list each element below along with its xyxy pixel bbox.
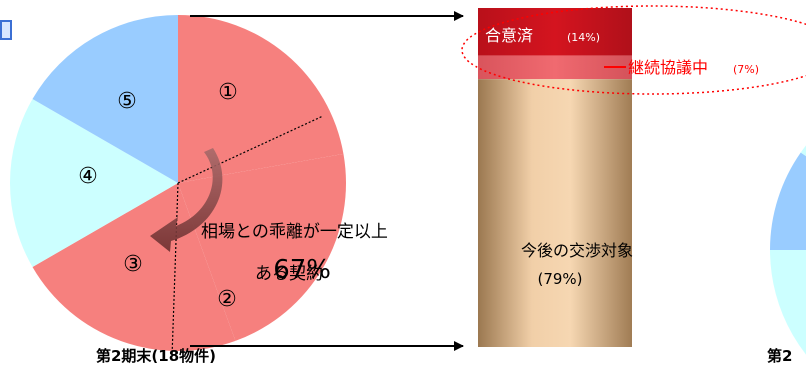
bar-segment-value-continuing: (7%) [733, 63, 759, 76]
pie-label-1: ① [218, 80, 238, 105]
pie-label-3: ③ [123, 252, 143, 277]
pie-slice-1 [178, 15, 343, 183]
pie-caption: 第2期末(18物件) [96, 347, 216, 365]
pie-label-5: ⑤ [117, 89, 137, 114]
pie-annotation-line2: ある契約 [255, 264, 323, 284]
right-pie-caption: 第2 [767, 347, 792, 365]
bar-segment-value-agreed: (14%) [567, 31, 600, 44]
pie-chart-right-partial [770, 80, 806, 379]
stacked-bar [478, 8, 632, 347]
pie-label-4: ④ [78, 164, 98, 189]
bar-segment-label-agreed: 合意済 [485, 26, 533, 45]
bar-segment-3 [478, 79, 632, 347]
pie-annotation-line1: 相場との乖離が一定以上 [201, 222, 388, 242]
bar-segment-label-continuing: 継続協議中 [628, 58, 708, 77]
pie-label-2: ② [217, 287, 237, 312]
bar-segment-label-future: 今後の交渉対象 [521, 241, 633, 260]
right-pie-slice-1 [770, 152, 806, 250]
bar-segment-value-future: (79%) [537, 270, 582, 288]
